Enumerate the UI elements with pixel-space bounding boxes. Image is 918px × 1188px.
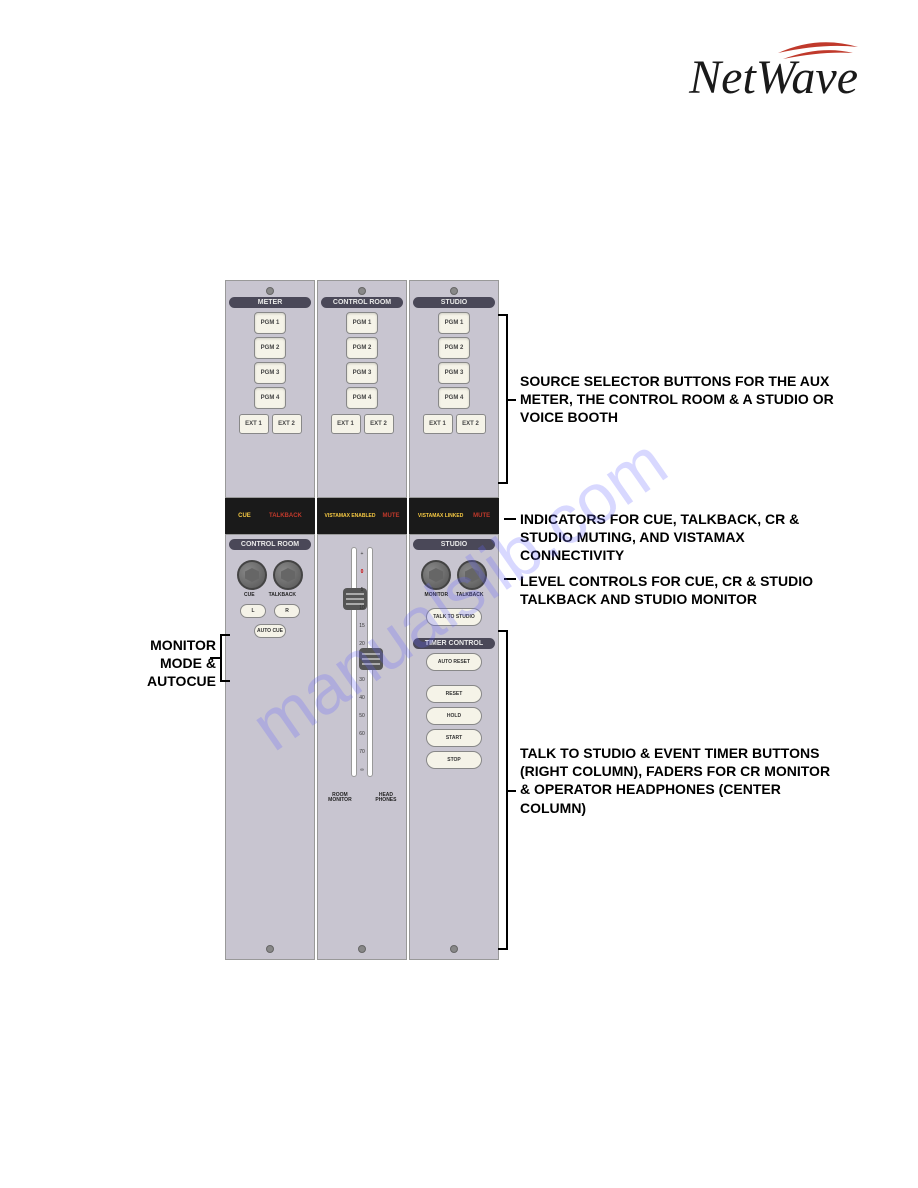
cue-knob[interactable] [237,560,267,590]
indicator-studio: VISTAMAX LINKED MUTE [409,498,499,534]
callout-line [506,790,516,792]
studio-pgm2[interactable]: PGM 2 [438,337,470,359]
vistamax-linked-indicator: VISTAMAX LINKED [418,514,463,519]
screw-icon [266,945,274,953]
studio-ext1[interactable]: EXT 1 [423,414,453,434]
meter-header: METER [229,297,311,308]
callout-source-selector: SOURCE SELECTOR BUTTONS FOR THE AUX METE… [520,372,840,427]
callout-level-controls: LEVEL CONTROLS FOR CUE, CR & STUDIO TALK… [520,572,840,608]
cr-header: CONTROL ROOM [321,297,403,308]
headphones-fader[interactable] [367,547,373,777]
callout-line [506,399,516,401]
room-monitor-label: ROOM MONITOR [320,793,360,803]
meter-pgm3[interactable]: PGM 3 [254,362,286,384]
meter-column: METER PGM 1 PGM 2 PGM 3 PGM 4 EXT 1 EXT … [225,280,315,960]
reset-button[interactable]: RESET [426,685,482,703]
room-monitor-fader[interactable] [351,547,357,777]
vistamax-enabled-indicator: VISTAMAX ENABLED [324,514,375,519]
monitor-label: MONITOR [425,592,449,598]
studio-talkback-label: TALKBACK [456,592,483,598]
indicator-meter: CUE TALKBACK [225,498,315,534]
screw-icon [358,287,366,295]
callout-line [504,578,516,580]
studio-header: STUDIO [413,297,495,308]
studio-column: STUDIO PGM 1 PGM 2 PGM 3 PGM 4 EXT 1 EXT… [409,280,499,960]
r-button[interactable]: R [274,604,300,618]
screw-icon [450,945,458,953]
logo-swoosh [773,35,863,65]
screw-icon [358,945,366,953]
cue-indicator: CUE [238,513,251,519]
studio-pgm3[interactable]: PGM 3 [438,362,470,384]
stop-button[interactable]: STOP [426,751,482,769]
autocue-button[interactable]: AUTO CUE [254,624,286,638]
auto-reset-button[interactable]: AUTO RESET [426,653,482,671]
callout-talk-timer: TALK TO STUDIO & EVENT TIMER BUTTONS (RI… [520,744,840,817]
talkback-knob[interactable] [273,560,303,590]
callout-monitor-mode: MONITOR MODE & AUTOCUE [130,636,216,691]
cr-pgm3[interactable]: PGM 3 [346,362,378,384]
cr-lower-header: CONTROL ROOM [229,539,311,550]
start-button[interactable]: START [426,729,482,747]
l-button[interactable]: L [240,604,266,618]
callout-indicators: INDICATORS FOR CUE, TALKBACK, CR & STUDI… [520,510,840,565]
indicator-cr: VISTAMAX ENABLED MUTE [317,498,407,534]
talkback-label: TALKBACK [269,592,296,598]
meter-ext2[interactable]: EXT 2 [272,414,302,434]
control-room-column: CONTROL ROOM PGM 1 PGM 2 PGM 3 PGM 4 EXT… [317,280,407,960]
meter-pgm2[interactable]: PGM 2 [254,337,286,359]
studio-talkback-knob[interactable] [457,560,487,590]
talk-to-studio-button[interactable]: TALK TO STUDIO [426,608,482,626]
cr-ext1[interactable]: EXT 1 [331,414,361,434]
fader-section: + 0 5 10 15 20 25 30 40 50 60 70 ∞ [351,539,373,789]
screw-icon [450,287,458,295]
studio-pgm1[interactable]: PGM 1 [438,312,470,334]
studio-pgm4[interactable]: PGM 4 [438,387,470,409]
cr-pgm2[interactable]: PGM 2 [346,337,378,359]
cr-pgm4[interactable]: PGM 4 [346,387,378,409]
cr-mute-indicator: MUTE [383,513,400,519]
timer-control-header: TIMER CONTROL [413,638,495,649]
talkback-indicator: TALKBACK [269,513,302,519]
meter-pgm1[interactable]: PGM 1 [254,312,286,334]
studio-lower-header: STUDIO [413,539,495,550]
cr-pgm1[interactable]: PGM 1 [346,312,378,334]
meter-pgm4[interactable]: PGM 4 [254,387,286,409]
screw-icon [266,287,274,295]
mixer-panel: METER PGM 1 PGM 2 PGM 3 PGM 4 EXT 1 EXT … [225,280,503,960]
studio-ext2[interactable]: EXT 2 [456,414,486,434]
brand-logo: NetWave [689,50,858,105]
monitor-knob[interactable] [421,560,451,590]
callout-line [504,518,516,520]
cr-ext2[interactable]: EXT 2 [364,414,394,434]
meter-ext1[interactable]: EXT 1 [239,414,269,434]
studio-mute-indicator: MUTE [473,513,490,519]
hold-button[interactable]: HOLD [426,707,482,725]
bracket-monitor [220,634,222,682]
cue-label: CUE [244,592,255,598]
headphones-label: HEAD PHONES [368,793,404,803]
